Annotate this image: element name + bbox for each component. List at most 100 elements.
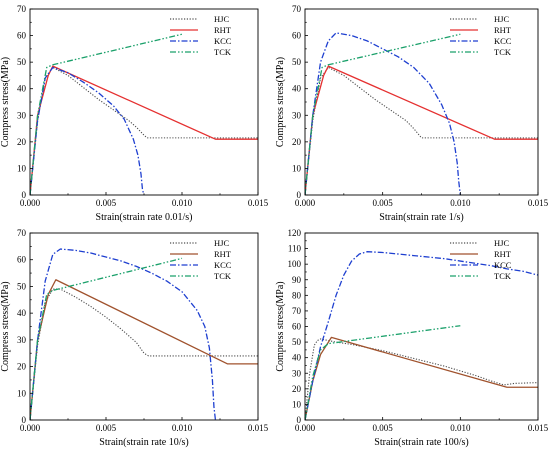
y-tick-label: 20 — [292, 137, 302, 147]
y-tick-label: 40 — [292, 353, 302, 363]
chart-panel-1: 0.000 0.005 0.010 0.015 0 10 20 30 40 50 60 70 Strai… — [0, 4, 269, 223]
legend-label-hjc: HJC — [494, 14, 509, 24]
chart-panel-2: 0.000 0.005 0.010 0.015 0 10 20 30 40 50 60 70 Strai… — [275, 4, 549, 223]
x-tick-label: 0.015 — [248, 198, 269, 208]
y-tick-label: 20 — [17, 137, 27, 147]
x-tick-label: 0.015 — [528, 198, 549, 208]
y-tick-label: 60 — [292, 31, 302, 41]
legend-label-tck: TCK — [214, 271, 232, 281]
y-axis-title: Compress stress(MPa) — [0, 281, 11, 371]
x-axis-title: Strain(strain rate 10/s) — [99, 437, 188, 448]
y-tick-label: 60 — [17, 255, 27, 265]
series-line-tck — [305, 33, 461, 195]
y-tick-label: 30 — [17, 110, 27, 120]
legend-label-rht: RHT — [494, 25, 512, 35]
y-tick-label: 70 — [17, 228, 27, 238]
legend-label-tck: TCK — [494, 47, 512, 57]
legend-label-rht: RHT — [214, 249, 232, 259]
series-line-hjc — [30, 66, 258, 195]
x-tick-label: 0.005 — [96, 198, 117, 208]
y-tick-label: 60 — [17, 31, 27, 41]
y-axis-title: Compress stress(MPa) — [275, 57, 286, 147]
chart-panel-3: 0.000 0.005 0.010 0.015 0 10 20 30 40 50 60 70 Strai… — [0, 228, 269, 448]
y-tick-label: 70 — [17, 4, 27, 14]
y-tick-label: 20 — [17, 362, 27, 372]
y-tick-label: 40 — [17, 84, 27, 94]
x-tick-label: 0.015 — [248, 423, 269, 433]
legend-label-hjc: HJC — [494, 238, 509, 248]
y-tick-label: 0 — [22, 190, 27, 200]
x-tick-label: 0.005 — [373, 198, 394, 208]
y-tick-label: 40 — [292, 84, 302, 94]
series-line-kcc — [30, 248, 217, 420]
series-group — [305, 32, 538, 195]
x-tick-label: 0.005 — [373, 423, 394, 433]
x-tick-label: 0.010 — [450, 423, 471, 433]
series-line-tck — [305, 325, 461, 420]
y-tick-label: 30 — [292, 110, 302, 120]
y-tick-label: 60 — [292, 322, 302, 332]
y-tick-label: 40 — [17, 308, 27, 318]
y-axis-title: Compress stress(MPa) — [275, 281, 286, 371]
legend-label-kcc: KCC — [494, 36, 512, 46]
x-tick-label: 0.000 — [295, 423, 316, 433]
x-axis-title: Strain(strain rate 100/s) — [374, 437, 468, 448]
y-tick-label: 70 — [292, 4, 302, 14]
chart-panel-4: 0.000 0.005 0.010 0.015 0 10 20 30 40 50 60 70 80 90 1… — [275, 228, 549, 448]
y-tick-label: 80 — [292, 290, 302, 300]
series-line-hjc — [305, 66, 538, 195]
series-line-rht — [30, 65, 258, 195]
x-tick-label: 0.000 — [20, 423, 41, 433]
y-tick-label: 20 — [292, 384, 302, 394]
y-tick-label: 50 — [17, 281, 27, 291]
legend-label-rht: RHT — [494, 249, 512, 259]
series-line-tck — [30, 257, 183, 420]
x-tick-label: 0.015 — [528, 423, 549, 433]
series-group — [30, 33, 258, 195]
y-tick-label: 90 — [292, 275, 302, 285]
y-tick-label: 70 — [292, 306, 302, 316]
legend-label-rht: RHT — [214, 25, 232, 35]
series-line-rht — [305, 65, 538, 195]
x-axis-title: Strain(strain rate 0.01/s) — [96, 212, 193, 223]
y-tick-label: 10 — [17, 163, 27, 173]
series-line-kcc — [30, 66, 145, 195]
legend-label-hjc: HJC — [214, 14, 229, 24]
legend-label-kcc: KCC — [494, 260, 512, 270]
legend-label-kcc: KCC — [214, 36, 232, 46]
series-line-rht — [305, 336, 538, 420]
x-axis-title: Strain(strain rate 1/s) — [379, 212, 463, 223]
y-tick-label: 10 — [292, 399, 302, 409]
y-tick-label: 110 — [288, 244, 302, 254]
series-group — [30, 248, 258, 420]
legend-label-hjc: HJC — [214, 238, 229, 248]
x-tick-label: 0.010 — [172, 198, 193, 208]
y-axis-title: Compress stress(MPa) — [0, 57, 11, 147]
series-line-hjc — [30, 288, 258, 420]
y-tick-label: 30 — [292, 368, 302, 378]
y-tick-label: 0 — [297, 190, 302, 200]
series-group — [305, 251, 538, 420]
x-tick-label: 0.000 — [295, 198, 316, 208]
x-tick-label: 0.000 — [20, 198, 41, 208]
y-tick-label: 0 — [297, 415, 302, 425]
y-tick-label: 100 — [288, 259, 302, 269]
series-line-tck — [30, 33, 183, 195]
legend-label-tck: TCK — [214, 47, 232, 57]
x-tick-label: 0.005 — [96, 423, 117, 433]
series-line-kcc — [305, 251, 538, 420]
y-tick-label: 10 — [292, 163, 302, 173]
x-tick-label: 0.010 — [450, 198, 471, 208]
y-tick-label: 10 — [17, 388, 27, 398]
y-tick-label: 50 — [292, 337, 302, 347]
series-line-kcc — [305, 32, 461, 195]
y-tick-label: 0 — [22, 415, 27, 425]
y-tick-label: 120 — [288, 228, 302, 238]
x-tick-label: 0.010 — [172, 423, 193, 433]
legend-label-tck: TCK — [494, 271, 512, 281]
